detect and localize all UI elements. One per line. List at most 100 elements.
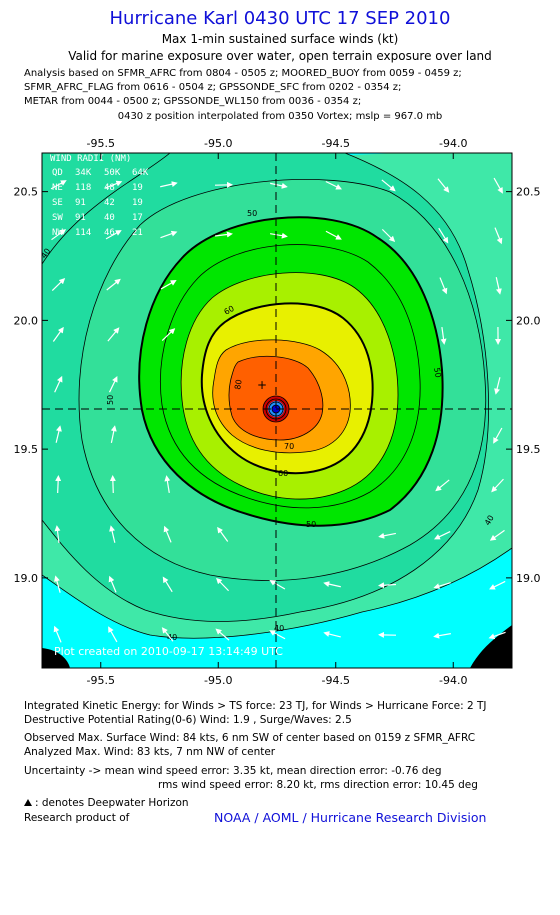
previous-position-marker: + <box>257 378 267 392</box>
x-tick-label-bottom: -94.0 <box>439 674 467 687</box>
contour-labels: 40 40 40 40 50 50 50 60 60 70 80 50 <box>42 209 496 642</box>
contour-label-50-s: 50 <box>306 520 316 529</box>
wind-arrow <box>269 579 286 590</box>
x-tick-label-top: -94.0 <box>439 137 467 150</box>
wind-radii-header-cell: 34K <box>75 168 92 178</box>
chart-subtitle-winds: Max 1-min sustained surface winds (kt) <box>161 32 399 46</box>
wind-arrow <box>160 280 177 290</box>
contour-80 <box>228 356 324 441</box>
wind-radii-cell: 17 <box>132 213 143 223</box>
wind-arrow <box>216 577 230 592</box>
deepwater-legend: : denotes Deepwater Horizon <box>24 797 189 809</box>
wind-radii-cell: 40 <box>104 213 115 223</box>
contour-label-80: 80 <box>233 379 244 391</box>
wind-arrow <box>105 230 122 240</box>
y-tick-label-left: 20.0 <box>14 314 39 327</box>
center-crosshair <box>42 153 512 668</box>
contour-40-inner <box>78 179 487 581</box>
wind-arrow <box>50 180 67 190</box>
wind-arrow <box>269 630 286 640</box>
wind-radii-cell: 91 <box>75 198 86 208</box>
wind-radii-cell: 19 <box>132 198 143 208</box>
y-tick-label-left: 20.5 <box>14 186 39 199</box>
wind-arrow <box>433 632 451 639</box>
plot-created-stamp: Plot created on 2010-09-17 13:14:49 UTC <box>54 645 283 658</box>
land-southwest <box>42 648 70 668</box>
wind-arrow <box>439 277 448 295</box>
noaa-aoml-link[interactable]: NOAA / AOML / Hurricane Research Divisio… <box>214 810 487 825</box>
wind-arrow <box>53 625 62 643</box>
deepwater-text: : denotes Deepwater Horizon <box>35 797 189 809</box>
y-tick-label-left: 19.5 <box>14 443 39 456</box>
wind-arrow <box>214 231 233 238</box>
analysis-line-2: SFMR_AFRC_FLAG from 0616 - 0504 z; GPSSO… <box>24 82 402 93</box>
wind-arrow <box>270 182 288 189</box>
wind-radii-title: WIND RADII (NM) <box>50 154 131 164</box>
chart-title: Hurricane Karl 0430 UTC 17 SEP 2010 <box>109 8 451 29</box>
wind-arrow <box>163 525 172 543</box>
wind-arrow <box>438 227 449 244</box>
wind-arrow <box>109 475 116 494</box>
contour-lines <box>42 153 512 639</box>
analysis-line-3: METAR from 0044 - 0500 z; GPSSONDE_WL150… <box>24 96 362 107</box>
wind-arrow <box>489 580 506 590</box>
contour-40-outer <box>42 153 489 622</box>
wind-arrow <box>52 326 64 342</box>
wind-arrow <box>325 180 342 190</box>
wind-arrow <box>494 377 501 395</box>
contour-40-lower <box>42 547 512 639</box>
wind-arrow <box>110 425 117 443</box>
wind-arrow <box>491 478 504 493</box>
x-tick-label-bottom: -95.5 <box>87 674 115 687</box>
wind-arrow <box>381 228 396 243</box>
contour-70 <box>212 339 351 454</box>
research-product-label: Research product of <box>24 812 130 824</box>
wind-arrow <box>55 425 62 443</box>
x-tick-label-bottom: -94.5 <box>322 674 350 687</box>
contour-label-50-n: 50 <box>247 209 257 218</box>
wind-arrow <box>325 230 342 240</box>
dpr-line: Destructive Potential Rating(0-6) Wind: … <box>24 714 352 726</box>
contour-55 <box>160 244 421 509</box>
wind-arrow <box>54 525 61 544</box>
y-tick-label-right: 19.5 <box>516 443 541 456</box>
wind-arrow <box>493 177 503 194</box>
wind-arrow <box>108 376 118 393</box>
wind-arrow <box>107 327 120 342</box>
land-southeast <box>470 625 512 668</box>
x-tick-label-top: -94.5 <box>322 137 350 150</box>
wind-arrow <box>493 427 503 444</box>
wind-arrows <box>50 177 506 643</box>
wind-arrow <box>109 525 116 543</box>
contour-label-40-sc: 40 <box>274 624 284 633</box>
wind-arrow <box>488 631 506 640</box>
wind-radii-cell: NE <box>52 183 63 193</box>
observed-max-line: Observed Max. Surface Wind: 84 kts, 6 nm… <box>24 732 476 744</box>
y-tick-label-right: 20.5 <box>516 186 541 199</box>
wind-arrow <box>433 582 451 590</box>
wind-arrow <box>495 277 502 295</box>
wind-arrow <box>323 631 341 638</box>
wind-arrow <box>215 628 230 641</box>
wind-arrow <box>164 475 171 493</box>
contour-label-60-nw: 60 <box>223 304 236 317</box>
wind-arrow <box>437 178 450 193</box>
wind-radii-header-cell: QD <box>52 168 63 178</box>
contour-label-50-w: 50 <box>106 395 115 405</box>
wind-radii-cell: NW <box>52 228 63 238</box>
wind-arrow <box>160 230 178 239</box>
analyzed-max-line: Analyzed Max. Wind: 83 kts, 7 nm NW of c… <box>24 746 276 758</box>
wind-arrow <box>162 576 173 593</box>
wind-arrow <box>54 375 63 393</box>
wind-arrow <box>435 479 450 492</box>
analysis-line-1: Analysis based on SFMR_AFRC from 0804 - … <box>24 68 462 79</box>
wind-arrow <box>108 626 118 643</box>
wind-arrow <box>105 180 123 189</box>
y-tick-label-right: 19.0 <box>516 572 541 585</box>
plot-frame <box>41 152 513 669</box>
contour-60 <box>180 272 399 500</box>
wind-radii-cell: SW <box>52 213 63 223</box>
contour-label-40-s: 40 <box>167 633 177 642</box>
position-line: 0430 z position interpolated from 0350 V… <box>117 111 443 122</box>
contour-label-70: 70 <box>284 442 294 451</box>
